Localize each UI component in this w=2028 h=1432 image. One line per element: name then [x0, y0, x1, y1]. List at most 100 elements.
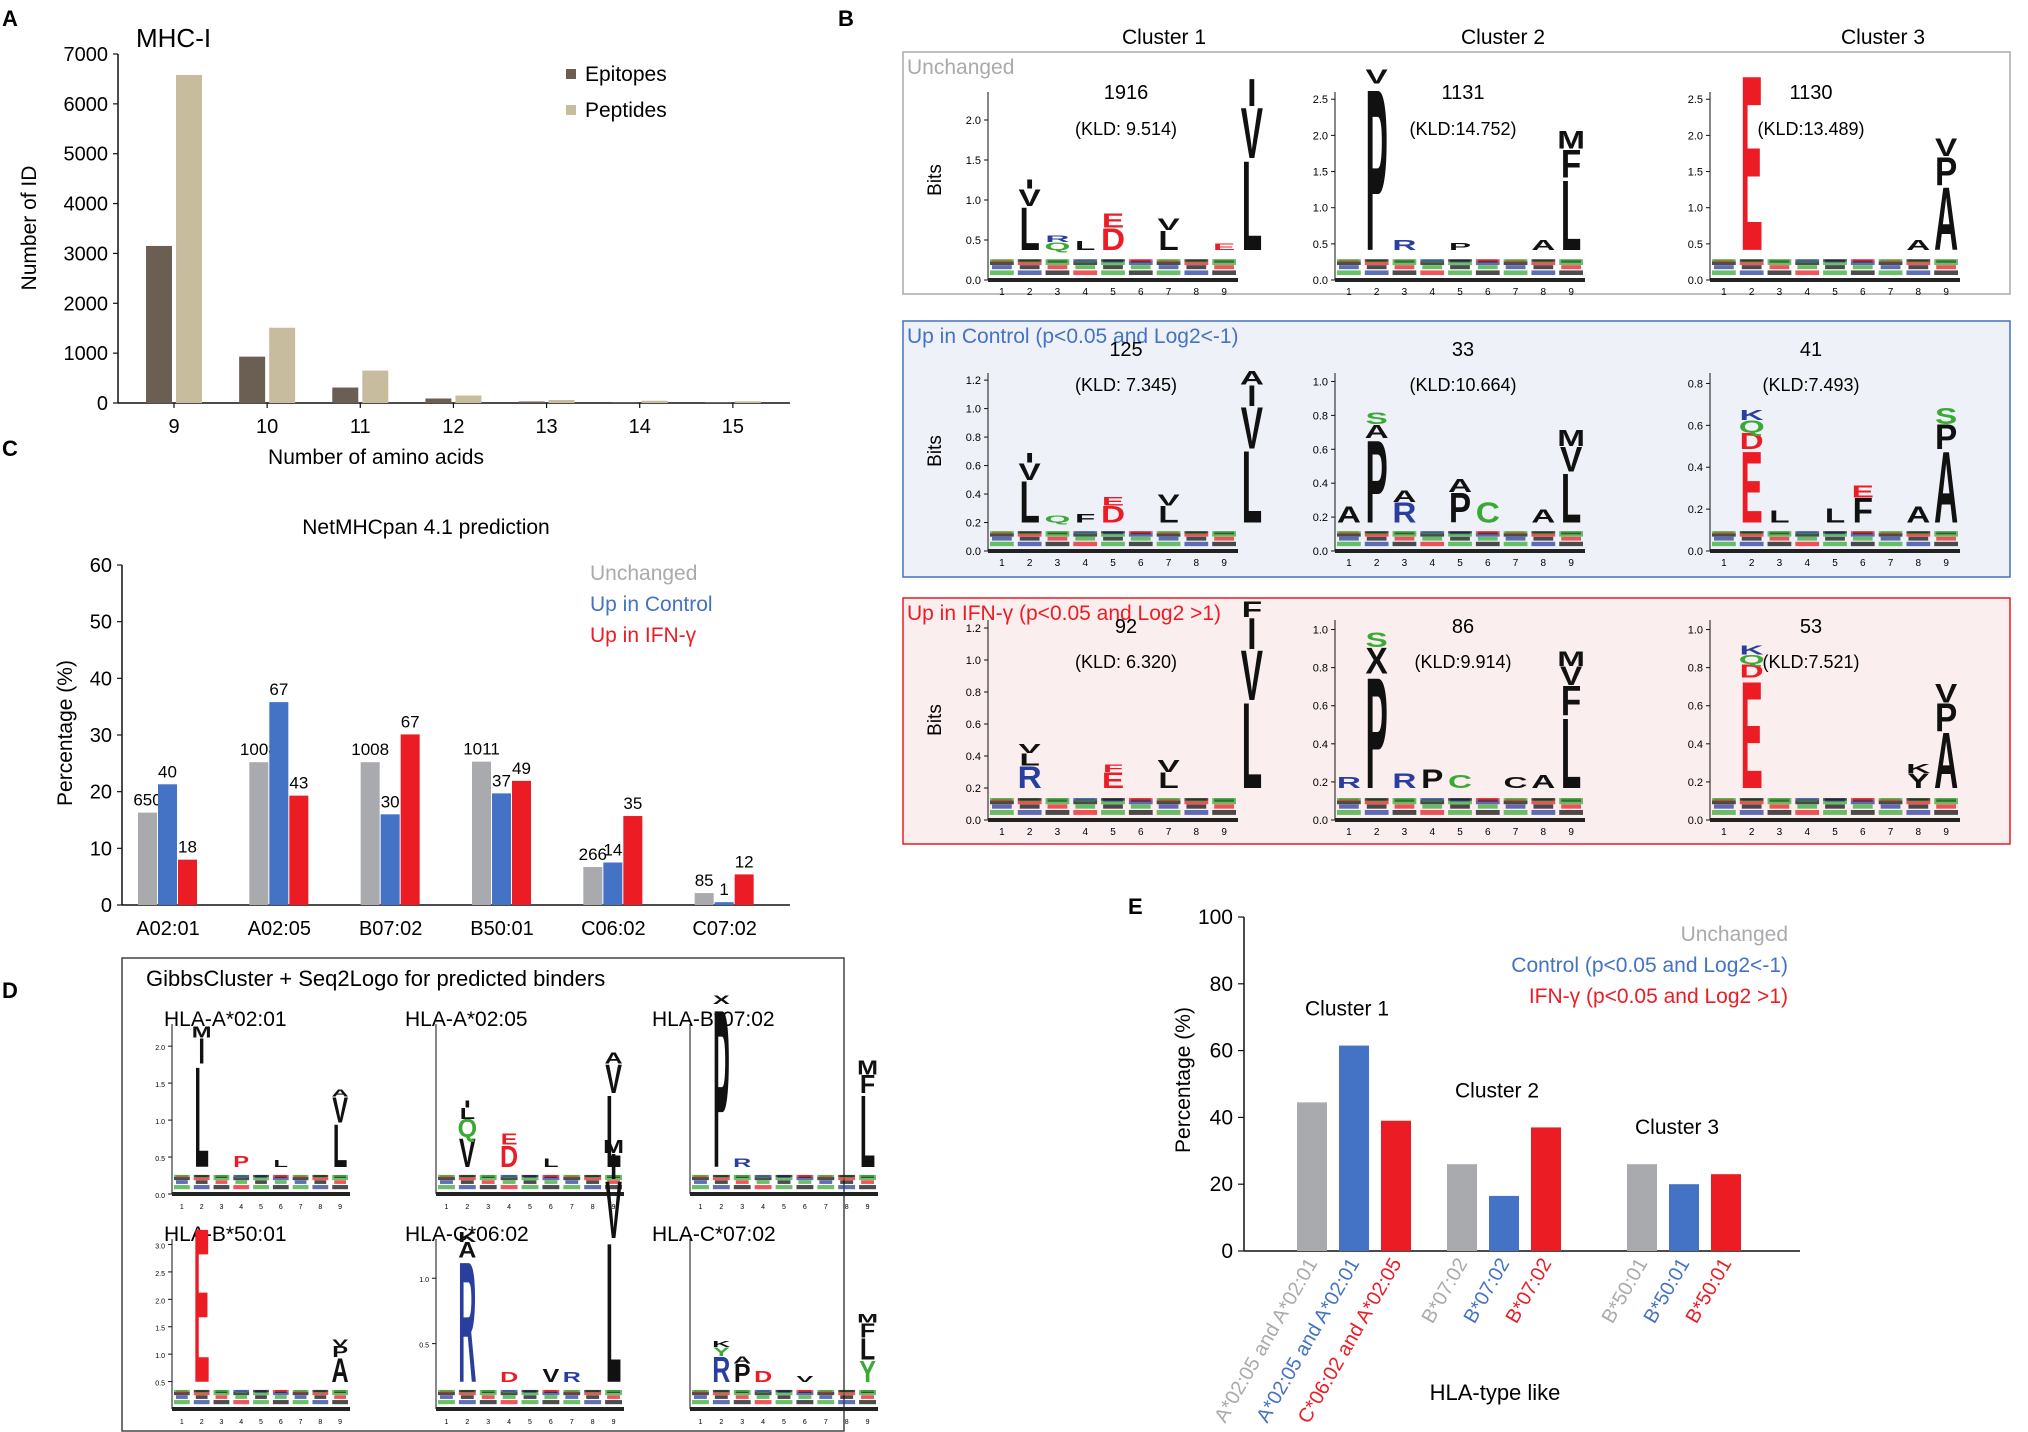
chart-d-logo-noise-glyph	[479, 1400, 497, 1405]
chart-d-logo-noise-glyph	[859, 1174, 876, 1178]
chart-b-logo-noise-glyph	[1184, 541, 1209, 547]
chart-b-logo-noise-glyph	[1392, 800, 1417, 805]
chart-b-logo-noise-glyph	[1741, 536, 1762, 541]
chart-b-logo-noise-glyph	[1420, 800, 1445, 805]
chart-d-logo-noise-glyph	[438, 1185, 455, 1190]
chart-e-xlabel: HLA-type like	[1430, 1380, 1561, 1405]
chart-b-count: 125	[1109, 339, 1142, 361]
chart-a-ytick-label: 0	[97, 393, 108, 415]
chart-c-bar-label: 266	[579, 845, 607, 864]
chart-d-logo-noise-glyph	[332, 1185, 348, 1190]
chart-b-row-label: Up in IFN-γ (p<0.05 and Log2 >1)	[907, 602, 1221, 625]
chart-d-logo-noise-glyph	[438, 1400, 455, 1405]
chart-b-logo-noise-glyph	[1908, 804, 1929, 809]
chart-b-logo-noise-glyph	[1047, 536, 1068, 541]
chart-d-logo-position-label: 5	[259, 1419, 263, 1426]
chart-b-logo-noise-glyph	[1475, 531, 1500, 534]
chart-d-logo-position-label: 7	[570, 1419, 574, 1426]
chart-b-logo-position-label: 1	[1721, 558, 1727, 569]
chart-a-bar	[146, 245, 172, 403]
chart-c-bar	[472, 761, 491, 905]
chart-e-bar	[1297, 1102, 1327, 1251]
chart-b-logo-noise-glyph	[1156, 531, 1181, 534]
chart-d-logo-logo-letter: M	[857, 1312, 878, 1326]
chart-c-bar	[360, 762, 380, 905]
chart-d-logo-position-label: 9	[338, 1204, 342, 1211]
chart-b-logo-position-label: 4	[1429, 558, 1435, 569]
chart-b-logo-noise-glyph	[1739, 533, 1764, 537]
chart-d-logo-position-label: 5	[528, 1419, 532, 1426]
chart-b-logo-ytick-label: 0.2	[1688, 777, 1703, 789]
chart-b-logo-noise-glyph	[1767, 798, 1792, 801]
chart-b-logo-logo-letter: F	[1561, 142, 1581, 187]
chart-d-logo-position-label: 9	[866, 1419, 870, 1426]
chart-b-logo-logo-letter: E	[1741, 648, 1763, 821]
chart-b-logo-position-label: 9	[1943, 827, 1949, 838]
chart-d-logo-noise-glyph	[332, 1174, 348, 1178]
chart-d-logo-logo-letter: V	[605, 1057, 622, 1103]
chart-b-logo-noise-glyph	[1503, 800, 1528, 805]
chart-c-bar	[269, 702, 289, 905]
chart-b-logo-noise-glyph	[1420, 531, 1445, 534]
chart-b-logo-logo-letter: P	[1421, 765, 1443, 794]
chart-c-bar	[694, 893, 714, 905]
chart-b-logo-noise-glyph	[1392, 531, 1417, 534]
chart-b-kld: (KLD: 7.345)	[1075, 375, 1177, 395]
chart-b-logo-noise-glyph	[1017, 531, 1042, 534]
chart-d-logo-position-label: 6	[803, 1419, 807, 1426]
chart-d-logo-ytick-label: 1.5	[155, 1082, 165, 1089]
chart-b-count: 33	[1452, 339, 1474, 361]
chart-b-logo-ytick-label: 0.0	[1688, 546, 1703, 558]
chart-b-logo-noise-glyph	[1850, 800, 1875, 805]
chart-b-logo-noise-glyph	[1769, 265, 1790, 270]
chart-b-logo-position-label: 7	[1888, 558, 1894, 569]
chart-d-logo-position-label: 3	[486, 1419, 490, 1426]
chart-b-logo-position-label: 3	[1777, 558, 1783, 569]
chart-b-logo-logo-letter: D	[1740, 661, 1764, 682]
chart-b-logo-ytick-label: 0.6	[1313, 444, 1328, 456]
chart-a-ytick-label: 7000	[64, 44, 109, 66]
panel-letter-e: E	[1128, 894, 1143, 919]
chart-b-logo-ytick-label: 0.6	[966, 461, 981, 473]
chart-b-row-label: Up in Control (p<0.05 and Log2<-1)	[907, 325, 1239, 348]
chart-b-logo-ytick-label: 1.0	[1688, 203, 1703, 215]
chart-d-logo-position-label: 8	[318, 1419, 322, 1426]
chart-b-logo-position-label: 9	[1568, 287, 1574, 298]
chart-b-logo-noise-glyph	[1392, 533, 1417, 537]
chart-b-logo-position-label: 1	[999, 827, 1005, 838]
chart-b-logo-noise-glyph	[1878, 800, 1903, 805]
chart-b-logo-noise-glyph	[1337, 259, 1361, 262]
chart-d-logo-noise-glyph	[233, 1185, 250, 1190]
chart-b-logo-noise-glyph	[1420, 798, 1445, 801]
chart-b-logo-ytick-label: 1.0	[966, 195, 981, 207]
chart-b-logo-logo-letter: Q	[1739, 417, 1765, 437]
chart-c-bar-label: 67	[401, 712, 420, 731]
chart-d-logo-noise-glyph	[500, 1176, 518, 1181]
chart-b-logo-noise-glyph	[1101, 261, 1125, 265]
chart-b-logo-noise-glyph	[1214, 804, 1234, 809]
chart-a-xtick-label: 12	[442, 416, 464, 438]
chart-d-logo-noise-glyph	[735, 1180, 749, 1184]
chart-b-logo-noise-glyph	[1156, 810, 1181, 815]
chart-b-logo-noise-glyph	[1448, 531, 1472, 534]
chart-d-logo-noise-glyph	[458, 1174, 476, 1178]
chart-c-ytick-label: 50	[90, 612, 112, 634]
chart-d-logo-noise-glyph	[292, 1174, 309, 1178]
chart-e-legend-label: IFN-γ (p<0.05 and Log2 >1)	[1529, 985, 1788, 1008]
chart-d-logo-noise-glyph	[859, 1400, 876, 1405]
chart-d-logo-ytick-label: 1.5	[155, 1326, 165, 1333]
chart-b-logo-logo-letter: R	[1018, 760, 1042, 795]
chart-b-logo-noise-glyph	[1477, 265, 1498, 270]
chart-b-logo-noise-glyph	[1559, 798, 1583, 801]
chart-b-logo-logo-letter: F	[1242, 597, 1262, 622]
chart-d-logo-noise-glyph	[438, 1389, 455, 1393]
chart-b-logo-noise-glyph	[1795, 533, 1820, 537]
chart-d-logo-noise-glyph	[733, 1391, 751, 1396]
chart-d-logo-noise-glyph	[775, 1391, 793, 1396]
chart-a-legend-swatch	[566, 69, 576, 79]
chart-c-ytick-label: 0	[101, 895, 112, 917]
chart-b-kld: (KLD:13.489)	[1757, 119, 1864, 139]
chart-b-kld: (KLD: 9.514)	[1075, 119, 1177, 139]
chart-b-logo-noise-glyph	[1505, 804, 1526, 809]
chart-b-logo-logo-letter: K	[1740, 407, 1765, 423]
